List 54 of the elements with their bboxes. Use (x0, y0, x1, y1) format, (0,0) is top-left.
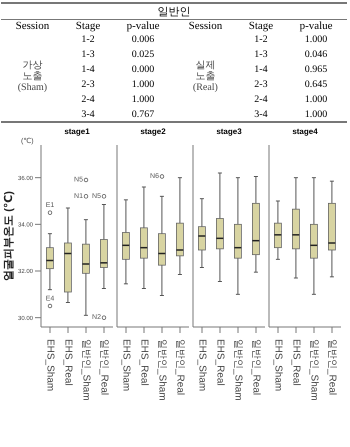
text: 일반인 (1, 3, 347, 20)
x-tick-label: 일반인_Real (326, 339, 338, 396)
category-label: Session (14, 20, 50, 32)
category-label: 가상 노출 (Sham) (18, 60, 48, 93)
y-axis-title: 얼굴피부온도 (℃) (3, 190, 15, 281)
x-tick-label: EHS_Real (62, 339, 74, 386)
category-label: p-value (126, 20, 161, 32)
text: 3-4 (254, 108, 268, 120)
text: 0.046 (304, 49, 328, 60)
x-tick-label: 일반인_Sham (80, 339, 92, 401)
text: 0.645 (304, 79, 328, 90)
text: 1.000 (132, 79, 154, 90)
text: 3-4 (81, 108, 95, 120)
chart-title: stage1 (63, 127, 91, 137)
x-tick-label: EHS_Real (138, 339, 150, 386)
text: 1.000 (132, 94, 154, 105)
x-tick-label: 일반인_Sham (156, 339, 168, 401)
text: 0.767 (132, 108, 154, 120)
x-tick-label: 일반인_Sham (308, 339, 320, 401)
text: 1.000 (304, 94, 328, 105)
x-tick-label: 일반인_Sham (232, 339, 244, 401)
text: 2-4 (254, 94, 268, 105)
text: 0.006 (132, 34, 154, 45)
text: 0.965 (304, 64, 328, 75)
x-tick-label: EHS_Sham (120, 339, 132, 392)
text: 1-4 (254, 64, 268, 75)
x-tick-label: 일반인_Real (98, 339, 110, 396)
x-tick-label: EHS_Sham (196, 339, 208, 392)
category-label: p-value (298, 20, 334, 32)
x-tick-label: EHS_Real (214, 339, 226, 386)
category-label: Stage (74, 20, 102, 32)
text: 1.000 (304, 108, 328, 120)
x-tick-label: EHS_Sham (272, 339, 284, 392)
text: 1-3 (81, 49, 95, 60)
x-tick-label: 일반인_Real (250, 339, 262, 396)
category-label: Session (188, 20, 224, 32)
x-tick-label: EHS_Sham (44, 339, 56, 392)
x-tick-label: 일반인_Real (174, 339, 186, 396)
text: 0.000 (132, 64, 154, 75)
text: 2-3 (254, 79, 268, 90)
x-tick-label: EHS_Real (290, 339, 302, 386)
text: 1-2 (254, 34, 268, 45)
text: 1-4 (81, 64, 95, 75)
chart-title: stage3 (215, 127, 243, 137)
text: 1-3 (254, 49, 268, 60)
text: 0.025 (132, 49, 154, 60)
chart-title: stage2 (139, 127, 167, 137)
text: 1.000 (304, 34, 328, 45)
chart-title: stage4 (291, 127, 319, 137)
text: 2-3 (81, 79, 95, 90)
category-label: Stage (248, 20, 274, 32)
text: 2-4 (81, 94, 95, 105)
text: 1-2 (81, 34, 95, 45)
category-label: 실제 노출 (Real) (192, 60, 218, 93)
